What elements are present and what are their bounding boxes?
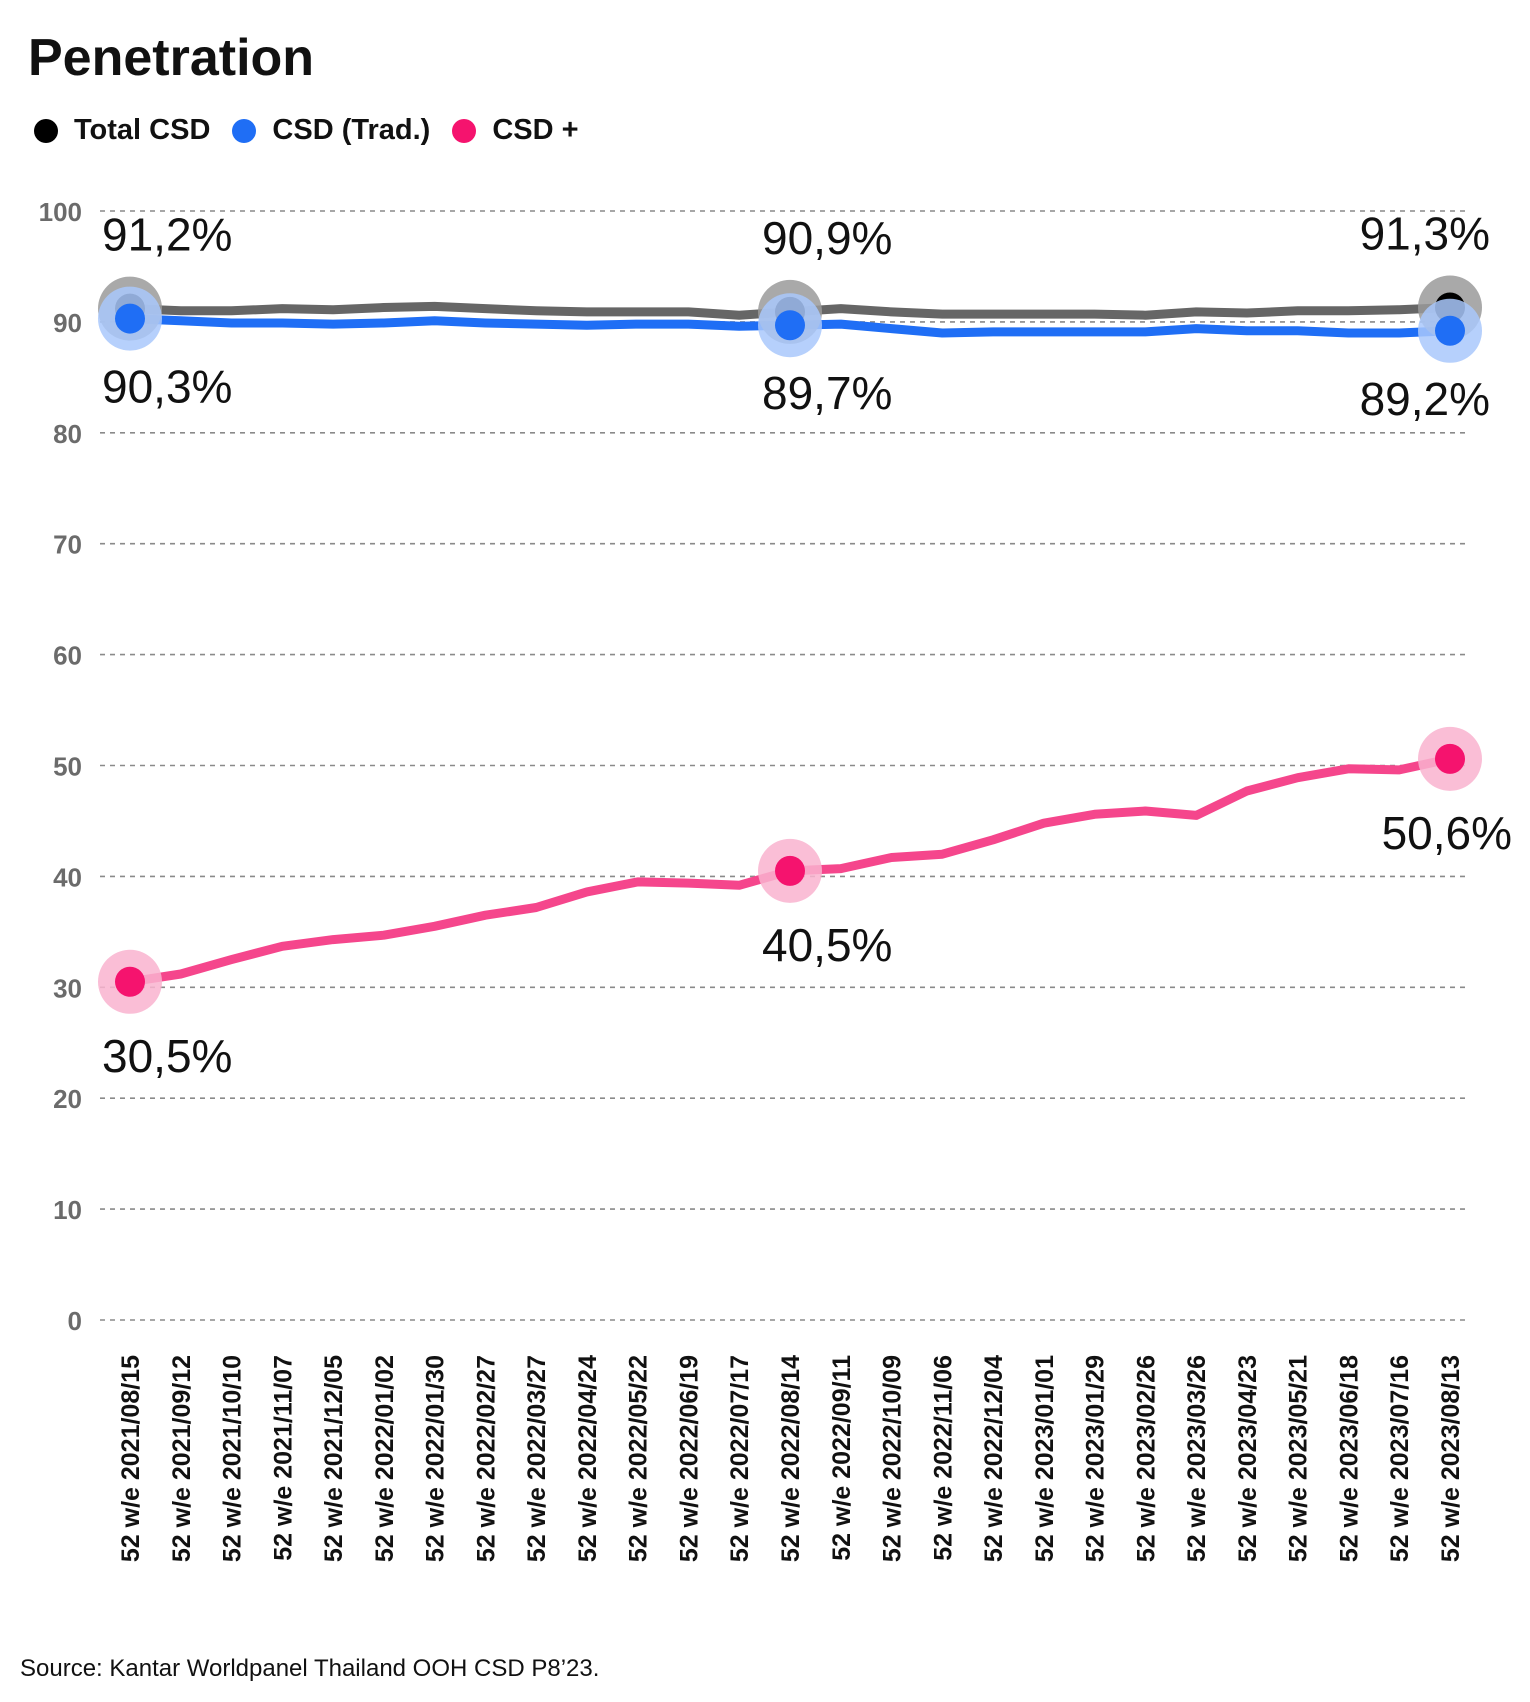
x-tick-label: 52 w/e 2023/08/13	[1437, 1355, 1465, 1562]
y-tick-label: 70	[53, 530, 82, 560]
legend-dot-total-csd	[34, 118, 58, 143]
data-label: 30,5%	[102, 1030, 232, 1082]
x-tick-label: 52 w/e 2022/08/14	[777, 1355, 805, 1562]
y-tick-label: 40	[53, 862, 82, 892]
legend-dot-csd-trad	[232, 118, 257, 143]
x-tick-label: 52 w/e 2022/04/24	[574, 1355, 602, 1562]
x-tick-label: 52 w/e 2023/01/01	[1031, 1355, 1059, 1562]
legend-label-total-csd: Total CSD	[74, 114, 211, 146]
data-label: 91,2%	[102, 209, 232, 261]
data-label: 90,9%	[762, 212, 892, 264]
legend-label-csd-plus: CSD +	[492, 114, 579, 146]
data-label: 40,5%	[762, 919, 892, 971]
x-tick-label: 52 w/e 2022/05/22	[625, 1355, 653, 1562]
x-tick-label: 52 w/e 2022/02/27	[472, 1355, 500, 1562]
y-tick-label: 80	[53, 419, 82, 449]
legend: Total CSD CSD (Trad.) CSD +	[34, 114, 579, 147]
x-tick-label: 52 w/e 2022/06/19	[675, 1355, 703, 1562]
x-tick-label: 52 w/e 2022/10/09	[879, 1355, 907, 1562]
chart-title: Penetration	[28, 29, 315, 87]
data-point-marker	[1435, 315, 1465, 346]
x-tick-label: 52 w/e 2023/01/29	[1082, 1355, 1110, 1562]
x-tick-label: 52 w/e 2022/11/06	[929, 1355, 957, 1561]
data-label: 89,7%	[762, 367, 892, 419]
y-tick-label: 20	[53, 1084, 82, 1114]
x-tick-label: 52 w/e 2021/11/07	[269, 1355, 297, 1561]
source-note: Source: Kantar Worldpanel Thailand OOH C…	[20, 1655, 600, 1682]
x-tick-label: 52 w/e 2022/12/04	[980, 1355, 1008, 1562]
x-tick-label: 52 w/e 2023/02/26	[1132, 1355, 1160, 1562]
legend-item-csd-plus: CSD +	[452, 114, 579, 147]
x-tick-label: 52 w/e 2021/10/10	[219, 1355, 247, 1562]
data-point-marker	[115, 303, 145, 334]
x-tick-label: 52 w/e 2022/03/27	[523, 1355, 551, 1562]
legend-item-csd-trad: CSD (Trad.)	[232, 114, 430, 147]
y-tick-label: 100	[39, 197, 82, 227]
data-label: 91,3%	[1360, 207, 1490, 259]
legend-dot-csd-plus	[452, 118, 477, 143]
x-tick-label: 52 w/e 2023/04/23	[1234, 1355, 1262, 1562]
y-tick-label: 0	[68, 1306, 82, 1336]
y-tick-label: 30	[53, 973, 82, 1003]
x-tick-label: 52 w/e 2021/08/15	[117, 1355, 145, 1562]
data-label: 50,6%	[1382, 807, 1512, 859]
x-tick-label: 52 w/e 2022/07/17	[726, 1355, 754, 1562]
x-tick-label: 52 w/e 2021/09/12	[168, 1355, 196, 1562]
data-label: 89,2%	[1360, 373, 1490, 425]
x-tick-label: 52 w/e 2022/01/02	[371, 1355, 399, 1562]
data-point-marker	[775, 855, 805, 886]
x-tick-label: 52 w/e 2023/03/26	[1183, 1355, 1211, 1562]
data-point-marker	[1435, 743, 1465, 774]
x-tick-label: 52 w/e 2023/05/21	[1285, 1355, 1313, 1562]
x-tick-label: 52 w/e 2023/07/16	[1386, 1355, 1414, 1562]
y-tick-label: 90	[53, 308, 82, 338]
y-tick-label: 60	[53, 641, 82, 671]
x-tick-label: 52 w/e 2023/06/18	[1335, 1355, 1363, 1562]
x-tick-label: 52 w/e 2022/09/11	[828, 1355, 856, 1561]
x-tick-label: 52 w/e 2021/12/05	[320, 1355, 348, 1562]
legend-label-csd-trad: CSD (Trad.)	[272, 114, 431, 146]
data-label: 90,3%	[102, 361, 232, 413]
x-tick-label: 52 w/e 2022/01/30	[422, 1355, 450, 1562]
data-point-marker	[775, 310, 805, 341]
data-point-marker	[115, 966, 145, 997]
legend-item-total-csd: Total CSD	[34, 114, 210, 147]
y-tick-label: 50	[53, 752, 82, 782]
y-tick-label: 10	[53, 1195, 82, 1225]
